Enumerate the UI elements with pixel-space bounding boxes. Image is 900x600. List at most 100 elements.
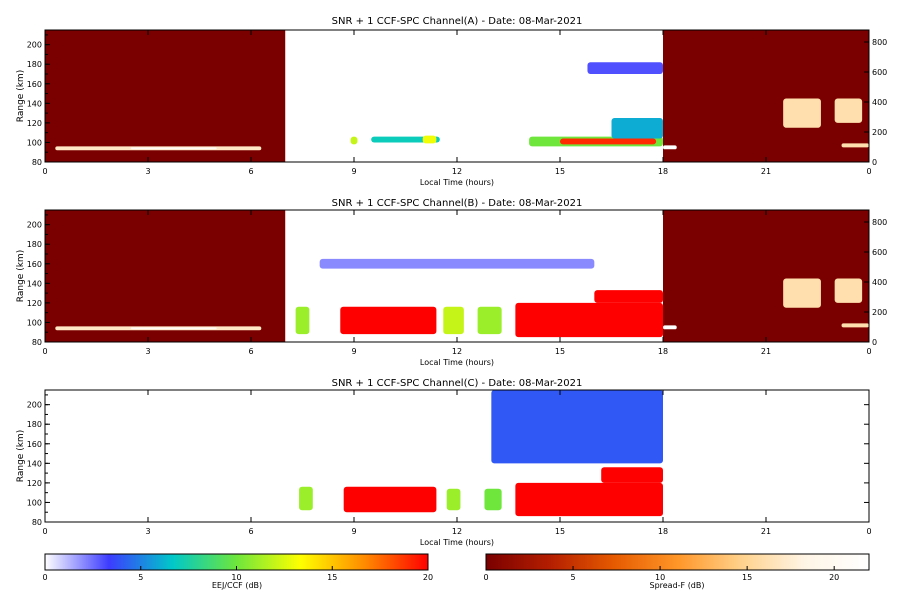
- heatmap-segment: [663, 210, 869, 342]
- y-tick-label: 160: [27, 80, 42, 89]
- colorbar-tick-label: 20: [829, 573, 839, 582]
- x-tick-label: 0: [866, 527, 871, 536]
- x-tick-label: 0: [866, 167, 871, 176]
- y-tick-label: 80: [32, 158, 42, 167]
- y-tick-label: 160: [27, 440, 42, 449]
- heatmap-feature: [783, 98, 821, 128]
- heatmap-feature: [130, 147, 217, 150]
- colorbar-gradient: [485, 553, 870, 571]
- panel-title: SNR + 1 CCF-SPC Channel(C) - Date: 08-Ma…: [332, 378, 583, 389]
- heatmap-feature: [130, 327, 217, 330]
- y-axis-label: Range (km): [16, 430, 26, 482]
- heatmap-feature: [587, 62, 663, 74]
- heatmap-feature: [783, 278, 821, 308]
- x-tick-label: 6: [248, 527, 253, 536]
- heatmap-feature: [343, 486, 437, 513]
- heatmap-feature: [594, 290, 663, 303]
- x-tick-label: 3: [145, 167, 150, 176]
- y2-tick-label: 600: [872, 248, 887, 257]
- x-tick-label: 12: [452, 527, 462, 536]
- x-tick-label: 12: [452, 167, 462, 176]
- y-tick-label: 100: [27, 498, 42, 507]
- y-tick-label: 140: [27, 459, 42, 468]
- y-tick-label: 160: [27, 260, 42, 269]
- heatmap-segment: [45, 210, 286, 342]
- y-axis-label: Range (km): [16, 250, 26, 302]
- y2-tick-label: 0: [872, 338, 877, 347]
- heatmap-feature: [601, 467, 663, 483]
- y-tick-label: 100: [27, 138, 42, 147]
- colorbar-tick-label: 10: [231, 573, 241, 582]
- colorbar-label: EEJ/CCF (dB): [212, 581, 262, 590]
- panel-title: SNR + 1 CCF-SPC Channel(A) - Date: 08-Ma…: [332, 16, 583, 27]
- y-axis-label: Range (km): [16, 70, 26, 122]
- x-tick-label: 21: [761, 347, 771, 356]
- x-tick-label: 21: [761, 527, 771, 536]
- heatmap-feature: [446, 488, 461, 511]
- y2-tick-label: 200: [872, 308, 887, 317]
- colorbar-tick-label: 0: [42, 573, 47, 582]
- y-tick-label: 180: [27, 60, 42, 69]
- x-tick-label: 15: [555, 347, 565, 356]
- y-tick-label: 200: [27, 221, 42, 230]
- heatmap-feature: [663, 325, 677, 330]
- heatmap-feature: [371, 136, 440, 143]
- x-axis-label: Local Time (hours): [420, 538, 494, 547]
- y-tick-label: 200: [27, 401, 42, 410]
- y2-tick-label: 800: [872, 38, 887, 47]
- colorbar-label: Spread-F (dB): [649, 581, 704, 590]
- heatmap-cells: [285, 390, 663, 522]
- colorbar-tick-label: 10: [655, 573, 665, 582]
- heatmap-feature: [299, 486, 313, 511]
- heatmap-segment: [45, 30, 286, 162]
- x-tick-label: 0: [866, 347, 871, 356]
- heatmap-feature: [560, 138, 657, 145]
- heatmap-feature: [663, 145, 677, 150]
- x-tick-label: 15: [555, 167, 565, 176]
- x-tick-label: 6: [248, 167, 253, 176]
- x-tick-label: 3: [145, 527, 150, 536]
- x-tick-label: 0: [42, 527, 47, 536]
- heatmap-feature: [340, 306, 437, 335]
- y-tick-label: 180: [27, 420, 42, 429]
- x-tick-label: 21: [761, 167, 771, 176]
- x-tick-label: 9: [351, 167, 356, 176]
- colorbar-tick-label: 15: [327, 573, 337, 582]
- y2-tick-label: 0: [872, 158, 877, 167]
- y-tick-label: 140: [27, 99, 42, 108]
- heatmap-feature: [834, 98, 863, 123]
- x-tick-label: 9: [351, 347, 356, 356]
- colorbar-tick-label: 20: [423, 573, 433, 582]
- y2-tick-label: 400: [872, 278, 887, 287]
- x-axis-label: Local Time (hours): [420, 178, 494, 187]
- y-tick-label: 80: [32, 338, 42, 347]
- x-axis-label: Local Time (hours): [420, 358, 494, 367]
- x-tick-label: 6: [248, 347, 253, 356]
- panel-channel-c: SNR + 1 CCF-SPC Channel(C) - Date: 08-Ma…: [16, 378, 872, 547]
- colorbar-tick-label: 5: [570, 573, 575, 582]
- y-tick-label: 120: [27, 119, 42, 128]
- y-tick-label: 140: [27, 279, 42, 288]
- heatmap-feature: [350, 136, 358, 145]
- heatmap-cells: [45, 210, 869, 342]
- colorbar-tick-label: 5: [138, 573, 143, 582]
- y-tick-label: 80: [32, 518, 42, 527]
- heatmap-feature: [484, 488, 502, 511]
- x-tick-label: 18: [658, 167, 668, 176]
- y-tick-label: 120: [27, 479, 42, 488]
- heatmap-feature: [477, 306, 502, 335]
- x-tick-label: 3: [145, 347, 150, 356]
- x-tick-label: 0: [42, 347, 47, 356]
- heatmap-feature: [491, 390, 663, 464]
- heatmap-feature: [515, 302, 663, 338]
- x-tick-label: 12: [452, 347, 462, 356]
- y2-tick-label: 200: [872, 128, 887, 137]
- x-tick-label: 15: [555, 527, 565, 536]
- heatmap-feature: [422, 135, 437, 144]
- heatmap-feature: [841, 323, 869, 328]
- heatmap-cells: [45, 30, 869, 162]
- panel-title: SNR + 1 CCF-SPC Channel(B) - Date: 08-Ma…: [332, 198, 583, 209]
- y-tick-label: 120: [27, 299, 42, 308]
- heatmap-segment: [663, 30, 869, 162]
